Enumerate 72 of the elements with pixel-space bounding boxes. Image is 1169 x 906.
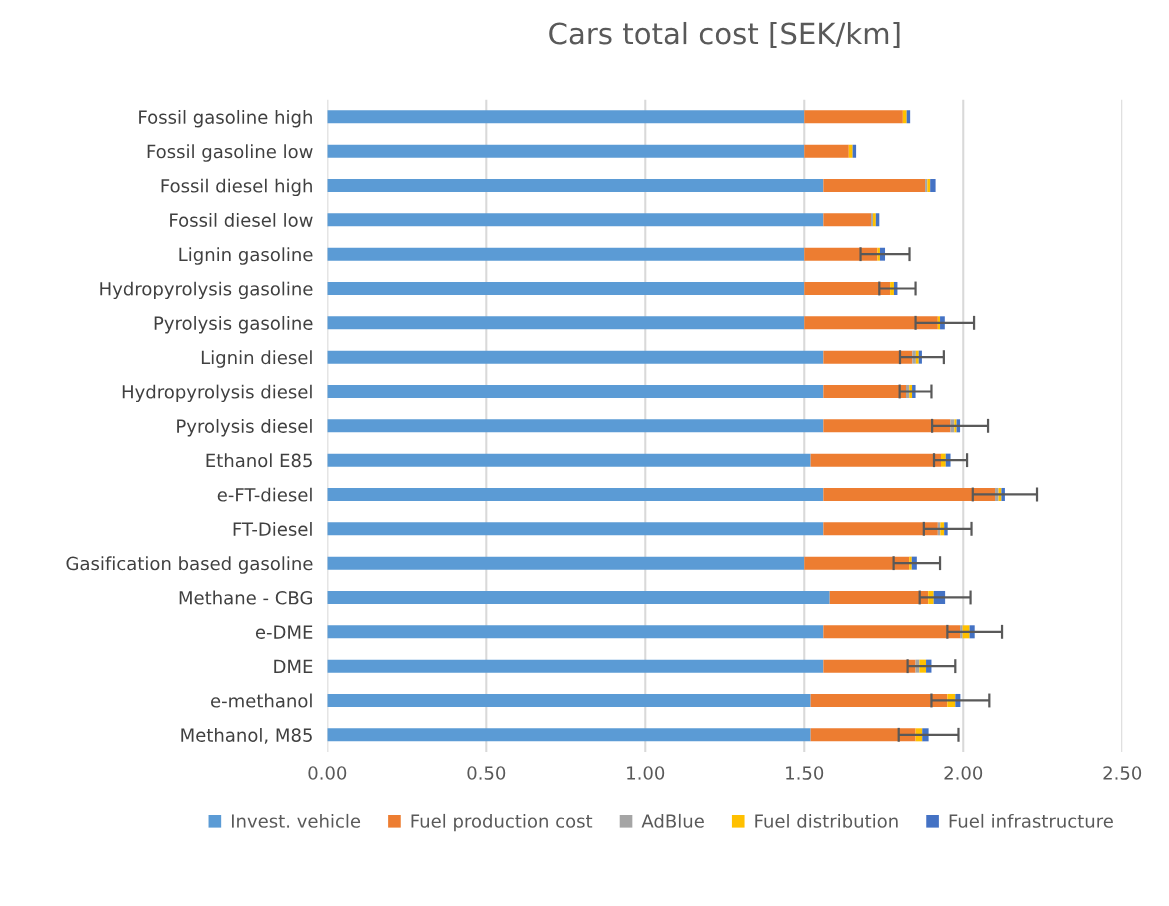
- legend-label: AdBlue: [641, 813, 704, 828]
- y-tick-label: Pyrolysis gasoline: [154, 315, 313, 334]
- bar: [327, 590, 830, 605]
- bar: [823, 350, 913, 364]
- bar: [327, 247, 805, 261]
- bar: [327, 625, 824, 639]
- bar: [810, 728, 916, 742]
- bar: [804, 316, 938, 330]
- y-tick-label: e-DME: [255, 625, 313, 639]
- y-tick-label: DME: [274, 659, 313, 674]
- bar: [810, 693, 948, 707]
- bar: [804, 556, 910, 570]
- x-tick-label: 2.50: [1103, 766, 1142, 780]
- bar: [327, 556, 805, 570]
- bar: [804, 144, 849, 158]
- bar: [829, 590, 929, 605]
- y-tick-label: Methane - CBG: [179, 590, 312, 605]
- legend-label: Fuel production cost: [411, 813, 593, 832]
- x-tick-label: 0.00: [308, 766, 347, 780]
- bar: [823, 384, 907, 399]
- bar: [823, 419, 951, 433]
- bar: [823, 487, 996, 502]
- y-tick-label: Lignin diesel: [201, 350, 312, 368]
- y-tick-label: Fossil diesel high: [161, 178, 312, 197]
- y-tick-label: e-FT-diesel: [217, 487, 312, 502]
- bar: [327, 110, 805, 124]
- bar: [327, 522, 824, 536]
- y-tick-label: Fossil gasoline high: [139, 109, 312, 128]
- y-tick-label: Gasification based gasoline: [66, 556, 313, 574]
- bar: [327, 693, 811, 707]
- bar: [848, 144, 853, 158]
- x-tick-label: 1.50: [786, 766, 824, 780]
- bar: [327, 453, 811, 467]
- x-tick-label: 0.50: [467, 766, 506, 780]
- bar: [930, 178, 936, 193]
- bar: [327, 213, 824, 227]
- bar: [823, 659, 916, 673]
- bar: [823, 522, 938, 536]
- bar: [327, 144, 805, 158]
- bar: [810, 453, 941, 467]
- bar: [804, 281, 891, 296]
- x-tick-label: 1.00: [627, 766, 665, 780]
- bar: [327, 384, 824, 399]
- y-tick-label: Ethanol E85: [206, 453, 312, 468]
- bar: [327, 316, 805, 330]
- bar: [823, 213, 872, 227]
- bar: [823, 625, 961, 639]
- legend-label: Invest. vehicle: [231, 813, 361, 828]
- legend-label: Fuel distribution: [755, 813, 898, 828]
- y-tick-label: FT-Diesel: [233, 521, 312, 536]
- bar: [804, 247, 878, 261]
- x-tick-label: 2.00: [944, 766, 983, 780]
- y-tick-label: Pyrolysis diesel: [177, 418, 312, 437]
- bar: [327, 728, 811, 742]
- bar: [327, 350, 824, 364]
- bar: [902, 110, 907, 124]
- legend-label: Fuel infrastructure: [949, 813, 1113, 828]
- bar: [327, 419, 824, 433]
- bar: [823, 178, 926, 193]
- bar: [804, 110, 903, 124]
- y-tick-label: Fossil gasoline low: [147, 144, 313, 162]
- y-tick-label: Methanol, M85: [181, 727, 312, 744]
- chart-title: Cars total cost [SEK/km]: [549, 21, 900, 48]
- y-tick-label: e-methanol: [211, 693, 312, 708]
- y-tick-label: Hydropyrolysis diesel: [122, 384, 312, 403]
- y-tick-label: Fossil diesel low: [170, 212, 313, 227]
- y-tick-label: Hydropyrolysis gasoline: [100, 281, 313, 300]
- bar: [327, 659, 824, 673]
- bar: [327, 178, 824, 193]
- bar: [327, 281, 805, 296]
- bar: [327, 487, 824, 502]
- y-tick-label: Lignin gasoline: [179, 247, 313, 265]
